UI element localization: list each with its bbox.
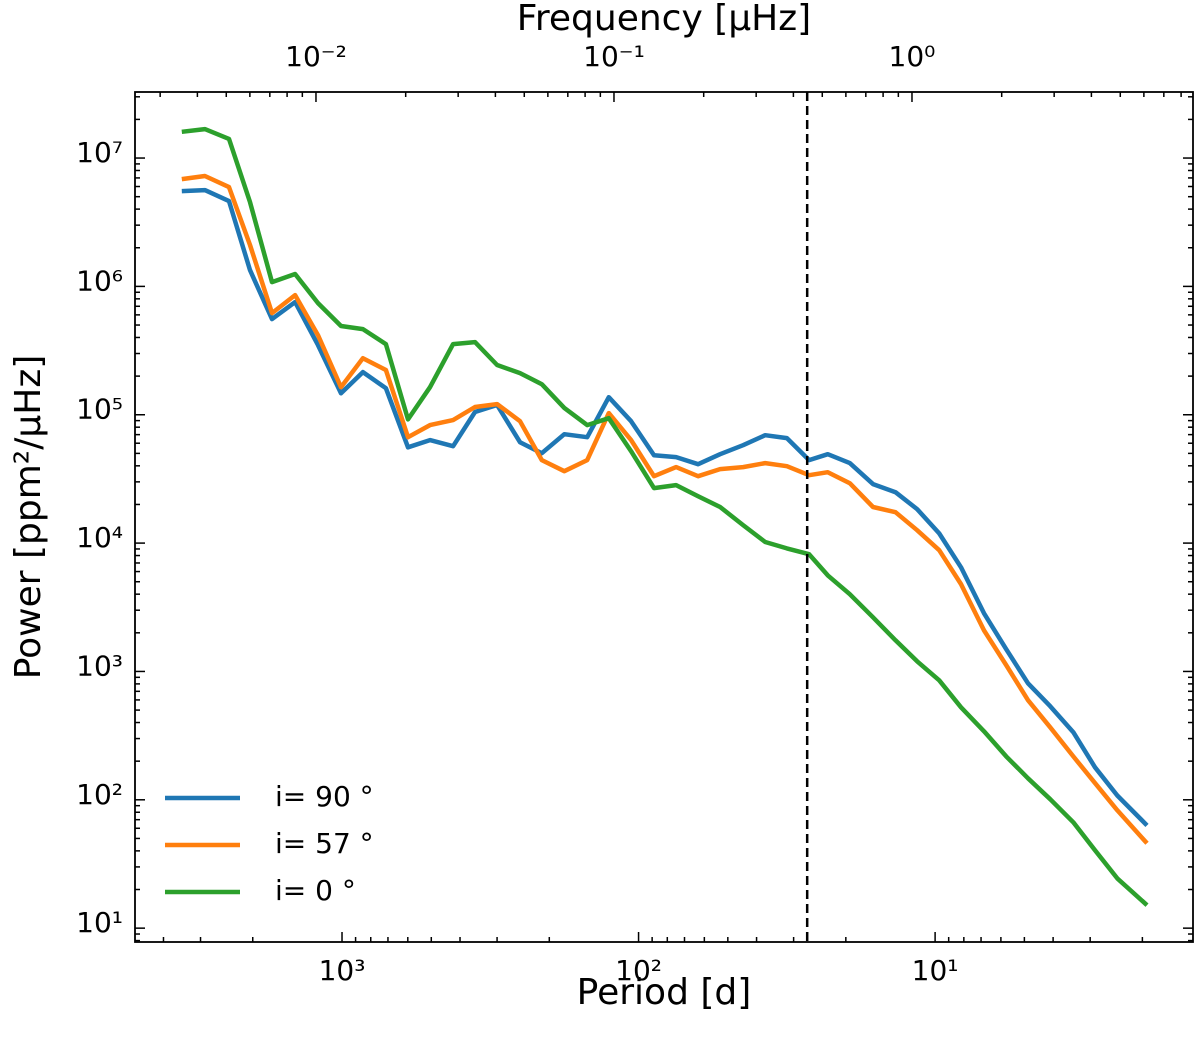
x-tick-label: 10³ <box>319 954 366 987</box>
x2-tick-label: 10⁰ <box>889 40 936 73</box>
legend-label: i= 0 ° <box>275 874 356 907</box>
y-tick-label: 10⁷ <box>76 136 123 169</box>
series-line <box>181 187 1149 827</box>
y-tick-label: 10³ <box>76 649 123 682</box>
plot-frame <box>134 91 1194 943</box>
y-tick-label: 10¹ <box>76 906 123 939</box>
x2-tick-label: 10⁻¹ <box>583 40 645 73</box>
legend-label: i= 90 ° <box>275 780 374 813</box>
series-line <box>181 126 1149 907</box>
legend-label: i= 57 ° <box>275 827 374 860</box>
y-axis-label: Power [ppm²/μHz] <box>8 355 49 680</box>
y-tick-label: 10⁶ <box>76 264 123 297</box>
x-tick-label: 10² <box>615 954 662 987</box>
x2-axis-label: Frequency [μHz] <box>517 0 811 39</box>
y-tick-label: 10⁵ <box>76 393 123 426</box>
y-tick-label: 10² <box>76 778 123 811</box>
x-tick-label: 10¹ <box>912 954 959 987</box>
x2-tick-label: 10⁻² <box>285 40 347 73</box>
y-tick-label: 10⁴ <box>76 521 123 554</box>
series-line <box>181 173 1149 845</box>
x-axis-label: Period [d] <box>577 972 752 1013</box>
